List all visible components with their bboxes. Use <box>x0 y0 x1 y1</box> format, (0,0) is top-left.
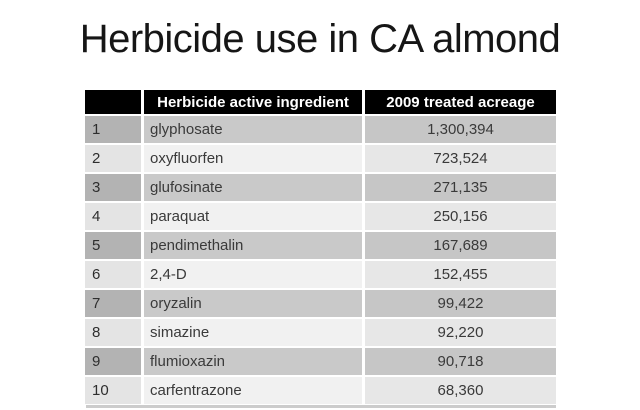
herbicide-table: Herbicide active ingredient 2009 treated… <box>85 90 556 404</box>
acreage-cell: 167,689 <box>365 232 556 259</box>
acreage-header: 2009 treated acreage <box>365 90 556 114</box>
acreage-cell: 92,220 <box>365 319 556 346</box>
table-shadow <box>86 405 556 408</box>
ingredient-cell: pendimethalin <box>144 232 362 259</box>
acreage-cell: 723,524 <box>365 145 556 172</box>
acreage-cell: 90,718 <box>365 348 556 375</box>
ingredient-cell: oryzalin <box>144 290 362 317</box>
ingredient-cell: oxyfluorfen <box>144 145 362 172</box>
rank-cell: 3 <box>85 174 141 201</box>
rank-cell: 4 <box>85 203 141 230</box>
page-title: Herbicide use in CA almond <box>79 17 561 61</box>
ingredient-cell: glufosinate <box>144 174 362 201</box>
acreage-cell: 250,156 <box>365 203 556 230</box>
ingredient-header: Herbicide active ingredient <box>144 90 362 114</box>
rank-cell: 8 <box>85 319 141 346</box>
ingredient-cell: simazine <box>144 319 362 346</box>
rank-cell: 9 <box>85 348 141 375</box>
ingredient-cell: glyphosate <box>144 116 362 143</box>
rank-cell: 1 <box>85 116 141 143</box>
rank-header <box>85 90 141 114</box>
acreage-cell: 99,422 <box>365 290 556 317</box>
rank-cell: 5 <box>85 232 141 259</box>
rank-cell: 6 <box>85 261 141 288</box>
acreage-cell: 152,455 <box>365 261 556 288</box>
rank-cell: 7 <box>85 290 141 317</box>
acreage-cell: 271,135 <box>365 174 556 201</box>
acreage-cell: 1,300,394 <box>365 116 556 143</box>
ingredient-cell: carfentrazone <box>144 377 362 404</box>
ingredient-cell: flumioxazin <box>144 348 362 375</box>
rank-cell: 10 <box>85 377 141 404</box>
rank-cell: 2 <box>85 145 141 172</box>
ingredient-cell: 2,4-D <box>144 261 362 288</box>
acreage-cell: 68,360 <box>365 377 556 404</box>
ingredient-cell: paraquat <box>144 203 362 230</box>
